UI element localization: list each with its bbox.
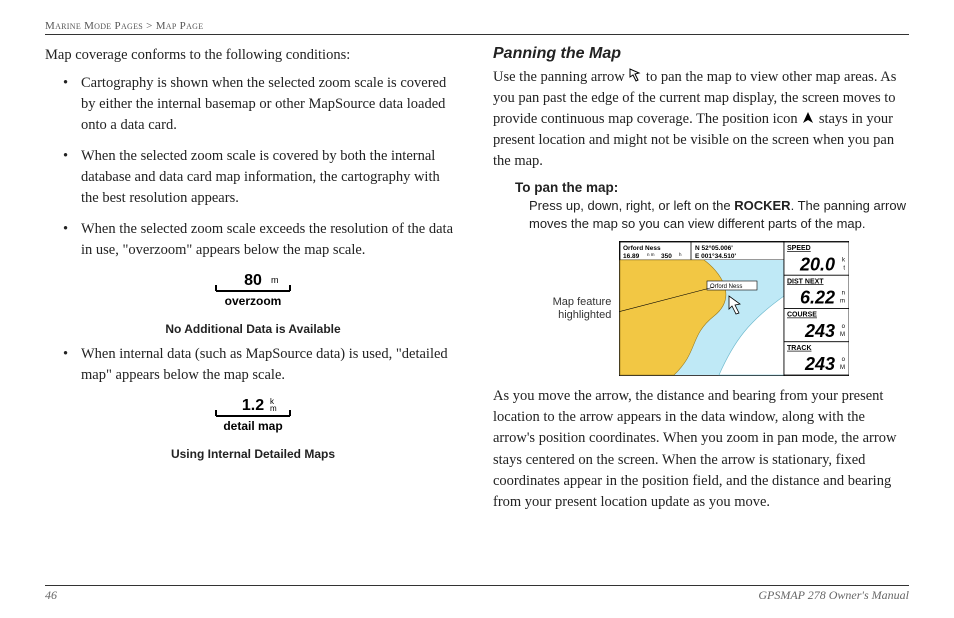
svg-text:SPEED: SPEED <box>787 245 811 252</box>
crumb-sep: > <box>146 20 153 32</box>
bullet-2: When the selected zoom scale is covered … <box>81 146 461 209</box>
svg-text:6.22: 6.22 <box>800 288 835 308</box>
svg-text:m: m <box>270 404 277 413</box>
svg-text:M: M <box>840 365 845 371</box>
section-title: Panning the Map <box>493 45 909 63</box>
scale-sub-2: detail map <box>223 419 282 433</box>
svg-text:350: 350 <box>661 253 672 260</box>
to-pan-body: Press up, down, right, or left on the RO… <box>493 197 909 233</box>
map-figure-row: Map featurehighlighted Orford Ness16.89n… <box>493 241 909 376</box>
left-intro: Map coverage conforms to the following c… <box>45 45 461 65</box>
svg-text:COURSE: COURSE <box>787 312 817 319</box>
page-number: 46 <box>45 588 57 603</box>
panning-arrow-icon <box>628 67 642 83</box>
map-feature-caption: Map featurehighlighted <box>553 296 612 322</box>
left-column: Map coverage conforms to the following c… <box>45 45 461 521</box>
svg-text:Orford Ness: Orford Ness <box>710 284 742 290</box>
bullet-4: When internal data (such as MapSource da… <box>81 344 461 386</box>
manual-title: GPSMAP 278 Owner's Manual <box>758 588 909 603</box>
figure-overzoom-caption: No Additional Data is Available <box>45 322 461 336</box>
gps-map-screenshot: Orford Ness16.89n m350hN 52°05.006'E 001… <box>619 241 849 376</box>
svg-text:20.0: 20.0 <box>799 255 835 275</box>
svg-text:m: m <box>840 299 845 305</box>
bullet-list: Cartography is shown when the selected z… <box>45 73 461 261</box>
svg-text:Orford Ness: Orford Ness <box>623 245 661 252</box>
page-footer: 46 GPSMAP 278 Owner's Manual <box>45 585 909 603</box>
figure-detailmap: 1.2 k m detail map Using Internal Detail… <box>45 396 461 461</box>
svg-text:243: 243 <box>804 354 835 374</box>
bullet-1: Cartography is shown when the selected z… <box>81 73 461 136</box>
crumb-1: Marine Mode Pages <box>45 20 143 32</box>
svg-text:n: n <box>842 291 845 297</box>
scale-detailmap-svg: 1.2 k m detail map <box>198 396 308 440</box>
panning-p2: As you move the arrow, the distance and … <box>493 386 909 512</box>
bullet-3: When the selected zoom scale exceeds the… <box>81 219 461 261</box>
crumb-2: Map Page <box>156 20 204 32</box>
svg-text:16.89: 16.89 <box>623 253 640 260</box>
svg-text:E 001°34.510': E 001°34.510' <box>695 252 736 260</box>
scale-unit: m <box>271 275 279 285</box>
panning-p1: Use the panning arrow to pan the map to … <box>493 67 909 172</box>
scale-overzoom-svg: 80 m overzoom <box>198 271 308 315</box>
svg-text:DIST NEXT: DIST NEXT <box>787 279 824 286</box>
figure-overzoom: 80 m overzoom No Additional Data is Avai… <box>45 271 461 336</box>
bullet-list-2: When internal data (such as MapSource da… <box>45 344 461 386</box>
svg-text:n m: n m <box>647 252 655 257</box>
position-icon <box>801 111 815 125</box>
breadcrumb: Marine Mode Pages > Map Page <box>45 20 909 35</box>
svg-text:TRACK: TRACK <box>787 345 812 352</box>
svg-text:243: 243 <box>804 321 835 341</box>
svg-text:M: M <box>840 332 845 338</box>
right-column: Panning the Map Use the panning arrow to… <box>493 45 909 521</box>
to-pan-heading: To pan the map: <box>493 180 909 195</box>
svg-text:N 52°05.006': N 52°05.006' <box>695 244 733 252</box>
figure-detailmap-caption: Using Internal Detailed Maps <box>45 447 461 461</box>
scale-sub: overzoom <box>225 294 282 308</box>
scale-num-2: 1.2 <box>242 397 264 414</box>
scale-num: 80 <box>244 272 262 289</box>
